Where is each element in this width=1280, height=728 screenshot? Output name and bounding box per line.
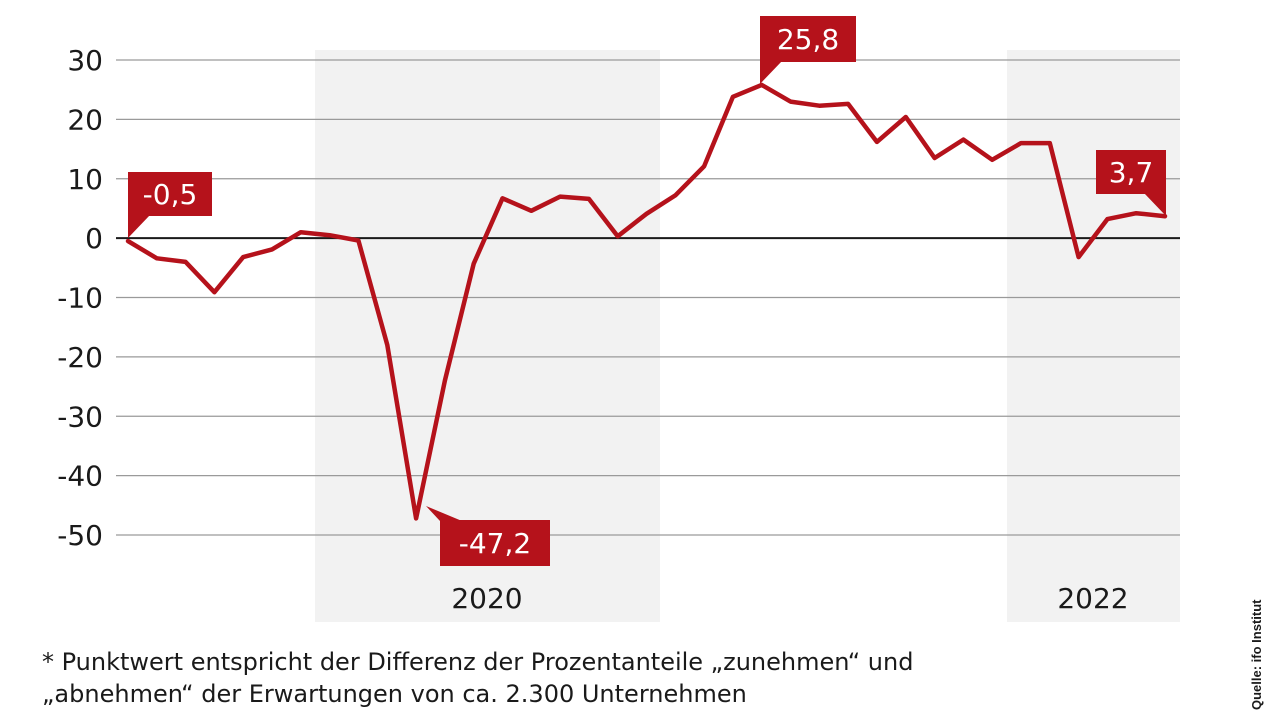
- footnote: * Punktwert entspricht der Differenz der…: [42, 646, 1192, 710]
- annotation-callout: 25,8: [760, 16, 856, 84]
- line-chart: 30 20 10 0 -10 -20 -30 -40 -50 2020 2022 -0,5 -47,…: [57, 16, 1180, 622]
- y-tick-label: -10: [57, 282, 103, 315]
- callout-pointer: [1144, 193, 1166, 216]
- callout-box: [440, 520, 550, 566]
- y-tick-label: -30: [57, 400, 103, 433]
- annotation-callout: -47,2: [426, 506, 550, 566]
- x-axis-label-2020: 2020: [451, 582, 522, 615]
- callout-label: 3,7: [1109, 156, 1154, 189]
- annotation-callout: 3,7: [1096, 150, 1166, 216]
- callout-pointer: [426, 506, 462, 521]
- highlight-band-2022: [1007, 50, 1180, 622]
- y-tick-label: -50: [57, 519, 103, 552]
- callout-box: [128, 172, 212, 216]
- y-tick-label: -40: [57, 460, 103, 493]
- annotations-layer: -0,5 -47,2 25,8 3,7: [128, 16, 1166, 566]
- footnote-line-2: „abnehmen“ der Erwartungen von ca. 2.300…: [42, 680, 747, 708]
- annotation-callout: -0,5: [128, 172, 212, 238]
- callout-label: 25,8: [777, 23, 839, 56]
- footnote-line-1: * Punktwert entspricht der Differenz der…: [42, 648, 914, 676]
- source-label: Quelle: ifo Institut: [1249, 599, 1264, 711]
- series-line: [125, 82, 1168, 521]
- callout-box: [1096, 150, 1166, 194]
- callout-label: -0,5: [143, 178, 198, 211]
- series-layer: [125, 82, 1168, 521]
- grid-lines: [116, 59, 1180, 536]
- y-tick-label: 0: [85, 222, 103, 255]
- callout-pointer: [128, 215, 150, 238]
- y-tick-label: 30: [67, 44, 103, 77]
- callout-box: [760, 16, 856, 62]
- y-axis-tick-labels: 30 20 10 0 -10 -20 -30 -40 -50: [57, 44, 103, 552]
- x-axis-labels: 2020 2022: [451, 582, 1128, 615]
- x-axis-label-2022: 2022: [1057, 582, 1128, 615]
- callout-pointer: [760, 61, 782, 84]
- callout-label: -47,2: [459, 527, 531, 560]
- y-tick-label: -20: [57, 341, 103, 374]
- y-tick-label: 20: [67, 103, 103, 136]
- y-tick-label: 10: [67, 163, 103, 196]
